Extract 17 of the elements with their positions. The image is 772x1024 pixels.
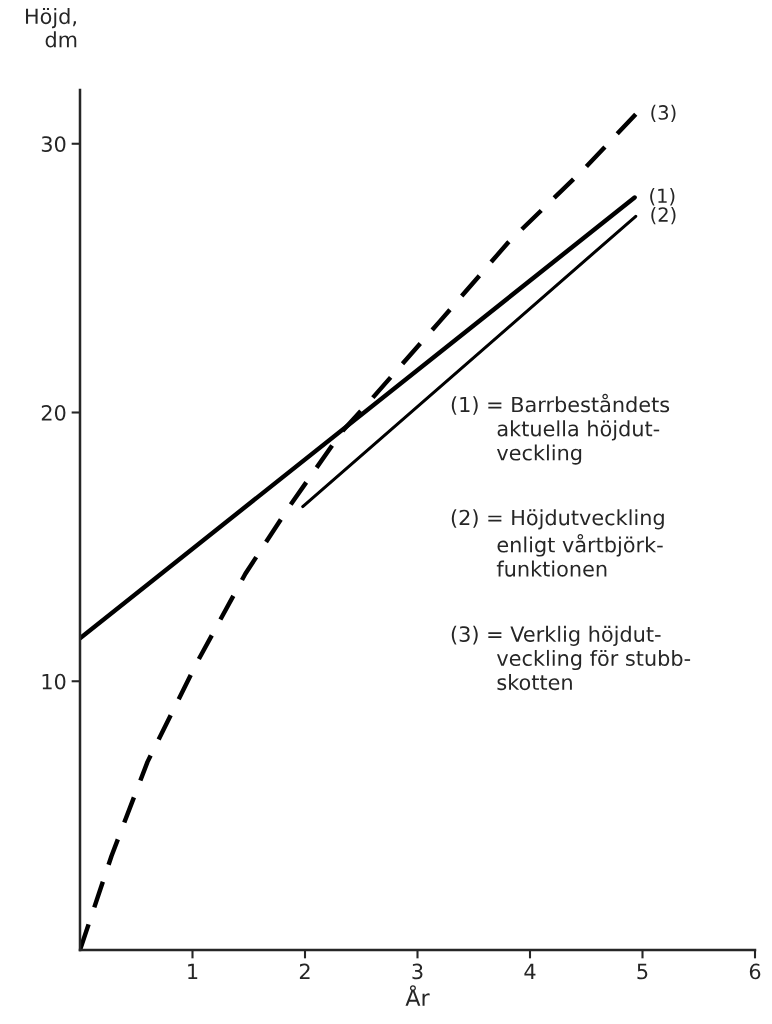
series-label: (2) <box>651 206 676 225</box>
series-label: (1) <box>650 188 675 206</box>
y-axis-title: Höjd, dm <box>25 8 77 48</box>
annotation: (1) = Barrbeståndets aktuella höjdut- veckling <box>451 393 670 465</box>
annotation: (2) = Höjdutveckling enligt vårtbjörk- funktionen <box>451 509 664 577</box>
y-tick-label: 10 <box>42 673 66 690</box>
x-tick-label: 1 <box>188 963 198 980</box>
y-tick-label: 30 <box>41 136 66 152</box>
x-tick-label: 6 <box>749 963 761 980</box>
y-tick-label: 20 <box>41 404 66 421</box>
series-label: (3) <box>651 104 676 123</box>
x-tick-label: 4 <box>524 963 536 980</box>
x-tick-label: 2 <box>299 963 310 980</box>
annotation: (3) = Verklig höjdut- veckling för stubb- skotten <box>451 625 691 691</box>
x-axis-title: År <box>405 985 430 1006</box>
x-tick-label: 3 <box>412 963 423 980</box>
x-tick-label: 5 <box>637 963 648 980</box>
